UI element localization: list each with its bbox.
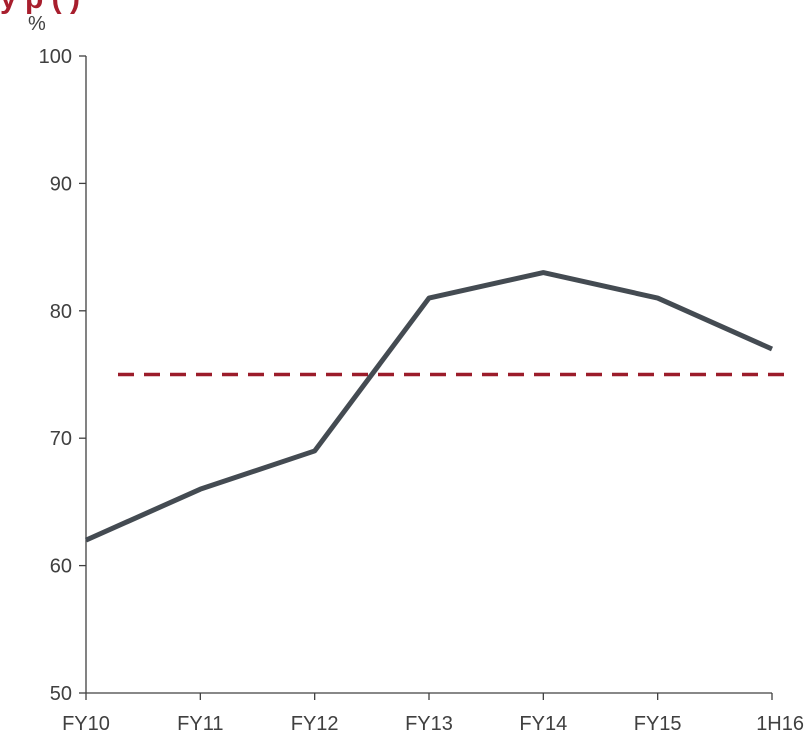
x-tick-label: FY15 bbox=[634, 713, 682, 735]
x-tick-label: 1H16 bbox=[756, 713, 804, 735]
y-tick-label: 70 bbox=[50, 428, 72, 450]
x-axis-ticks: FY10 FY11 FY12 FY13 FY14 FY15 1H16 bbox=[62, 693, 804, 735]
chart-title: y p ( ) bbox=[0, 0, 80, 15]
x-tick-label: FY11 bbox=[177, 713, 223, 735]
series-line bbox=[84, 270, 774, 543]
y-axis-unit-label: % bbox=[28, 13, 46, 35]
y-axis-ticks: 50 60 70 80 90 100 bbox=[39, 46, 86, 705]
x-tick-label: FY13 bbox=[405, 713, 453, 735]
x-tick-label: FY14 bbox=[519, 713, 567, 735]
y-tick-label: 80 bbox=[50, 301, 72, 323]
y-tick-label: 90 bbox=[50, 173, 72, 195]
x-tick-label: FY12 bbox=[291, 713, 339, 735]
x-tick-label: FY10 bbox=[62, 713, 110, 735]
y-tick-label: 100 bbox=[39, 46, 72, 68]
y-tick-label: 50 bbox=[50, 683, 72, 705]
y-tick-label: 60 bbox=[50, 556, 72, 578]
series-group bbox=[84, 270, 774, 543]
